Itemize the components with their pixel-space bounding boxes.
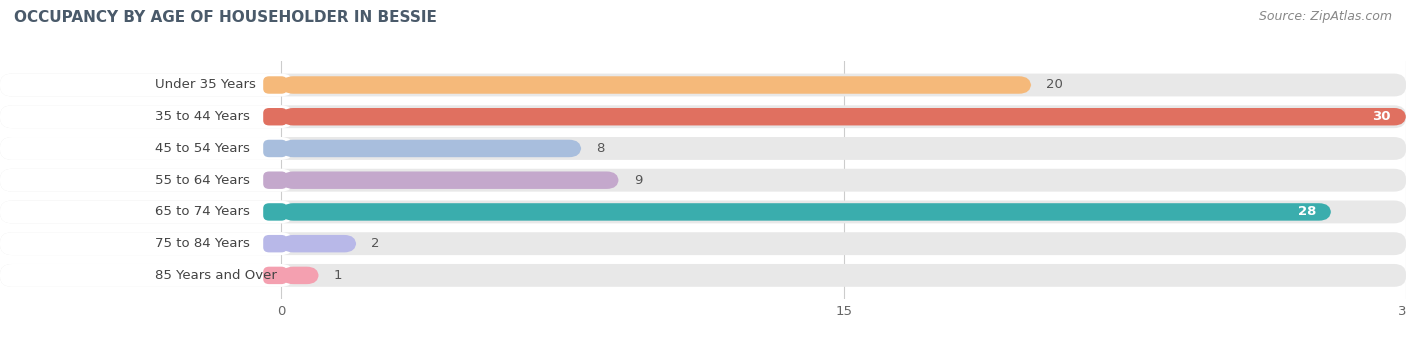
- Text: 65 to 74 Years: 65 to 74 Years: [155, 205, 249, 218]
- Text: 8: 8: [596, 142, 605, 155]
- Text: 30: 30: [1372, 110, 1391, 123]
- Text: Under 35 Years: Under 35 Years: [155, 79, 256, 91]
- FancyBboxPatch shape: [0, 137, 1406, 160]
- FancyBboxPatch shape: [0, 105, 1406, 128]
- FancyBboxPatch shape: [0, 73, 294, 97]
- FancyBboxPatch shape: [281, 140, 581, 157]
- FancyBboxPatch shape: [263, 76, 287, 94]
- FancyBboxPatch shape: [0, 73, 1406, 97]
- Text: 20: 20: [1046, 79, 1063, 91]
- FancyBboxPatch shape: [263, 140, 287, 157]
- Text: 1: 1: [333, 269, 342, 282]
- FancyBboxPatch shape: [0, 201, 294, 223]
- FancyBboxPatch shape: [0, 201, 1406, 223]
- Text: 2: 2: [371, 237, 380, 250]
- FancyBboxPatch shape: [281, 267, 319, 284]
- FancyBboxPatch shape: [0, 169, 1406, 192]
- Text: OCCUPANCY BY AGE OF HOUSEHOLDER IN BESSIE: OCCUPANCY BY AGE OF HOUSEHOLDER IN BESSI…: [14, 10, 437, 25]
- FancyBboxPatch shape: [0, 105, 294, 128]
- Text: 35 to 44 Years: 35 to 44 Years: [155, 110, 249, 123]
- FancyBboxPatch shape: [0, 264, 294, 287]
- Text: 9: 9: [634, 174, 643, 187]
- FancyBboxPatch shape: [0, 232, 294, 255]
- FancyBboxPatch shape: [263, 108, 287, 125]
- FancyBboxPatch shape: [263, 203, 287, 221]
- FancyBboxPatch shape: [281, 76, 1031, 94]
- FancyBboxPatch shape: [0, 169, 294, 192]
- FancyBboxPatch shape: [263, 171, 287, 189]
- Text: 28: 28: [1298, 205, 1316, 218]
- FancyBboxPatch shape: [0, 137, 294, 160]
- FancyBboxPatch shape: [281, 203, 1331, 221]
- Text: 75 to 84 Years: 75 to 84 Years: [155, 237, 249, 250]
- FancyBboxPatch shape: [0, 232, 1406, 255]
- FancyBboxPatch shape: [263, 235, 287, 252]
- FancyBboxPatch shape: [0, 264, 1406, 287]
- FancyBboxPatch shape: [263, 267, 287, 284]
- FancyBboxPatch shape: [281, 108, 1406, 125]
- FancyBboxPatch shape: [281, 235, 356, 252]
- Text: 45 to 54 Years: 45 to 54 Years: [155, 142, 249, 155]
- Text: 85 Years and Over: 85 Years and Over: [155, 269, 277, 282]
- FancyBboxPatch shape: [281, 171, 619, 189]
- Text: Source: ZipAtlas.com: Source: ZipAtlas.com: [1258, 10, 1392, 23]
- Text: 55 to 64 Years: 55 to 64 Years: [155, 174, 249, 187]
